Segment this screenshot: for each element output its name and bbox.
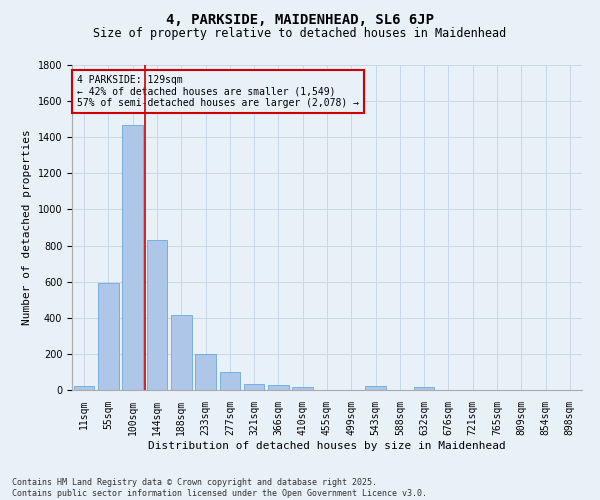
Bar <box>365 386 386 390</box>
Bar <box>74 386 94 390</box>
X-axis label: Distribution of detached houses by size in Maidenhead: Distribution of detached houses by size … <box>148 440 506 450</box>
Y-axis label: Number of detached properties: Number of detached properties <box>22 130 32 326</box>
Text: Size of property relative to detached houses in Maidenhead: Size of property relative to detached ho… <box>94 28 506 40</box>
Bar <box>146 240 167 390</box>
Bar <box>195 354 216 390</box>
Text: 4, PARKSIDE, MAIDENHEAD, SL6 6JP: 4, PARKSIDE, MAIDENHEAD, SL6 6JP <box>166 12 434 26</box>
Text: Contains HM Land Registry data © Crown copyright and database right 2025.
Contai: Contains HM Land Registry data © Crown c… <box>12 478 427 498</box>
Bar <box>292 388 313 390</box>
Bar <box>244 384 265 390</box>
Bar <box>98 284 119 390</box>
Bar <box>220 372 240 390</box>
Bar <box>122 124 143 390</box>
Bar <box>171 315 191 390</box>
Bar <box>414 388 434 390</box>
Bar <box>268 386 289 390</box>
Text: 4 PARKSIDE: 129sqm
← 42% of detached houses are smaller (1,549)
57% of semi-deta: 4 PARKSIDE: 129sqm ← 42% of detached hou… <box>77 74 359 108</box>
